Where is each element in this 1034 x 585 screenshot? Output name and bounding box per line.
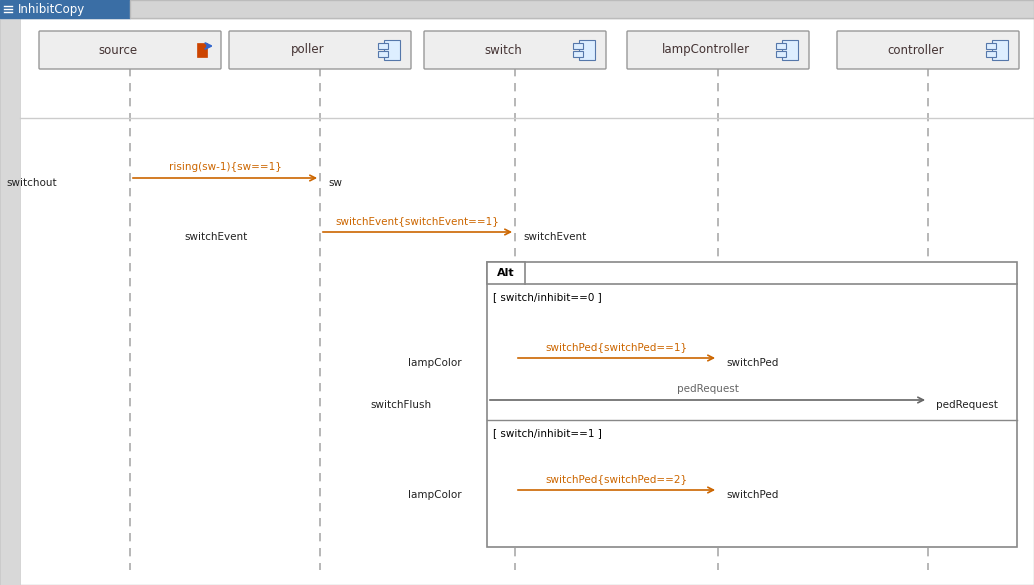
Text: switchout: switchout xyxy=(6,178,57,188)
FancyBboxPatch shape xyxy=(0,0,130,18)
FancyBboxPatch shape xyxy=(573,51,583,57)
FancyBboxPatch shape xyxy=(986,51,996,57)
FancyBboxPatch shape xyxy=(229,31,410,69)
FancyBboxPatch shape xyxy=(992,40,1008,60)
Text: Alt: Alt xyxy=(497,268,515,278)
FancyBboxPatch shape xyxy=(776,51,786,57)
Text: poller: poller xyxy=(292,43,325,57)
FancyBboxPatch shape xyxy=(378,51,388,57)
FancyBboxPatch shape xyxy=(573,43,583,49)
Text: switchEvent{switchEvent==1}: switchEvent{switchEvent==1} xyxy=(336,216,499,226)
Text: switchPed: switchPed xyxy=(726,490,779,500)
Text: pedRequest: pedRequest xyxy=(936,400,998,410)
Text: lampColor: lampColor xyxy=(408,358,462,368)
FancyBboxPatch shape xyxy=(0,18,20,585)
Text: switch: switch xyxy=(484,43,522,57)
FancyBboxPatch shape xyxy=(627,31,809,69)
Text: InhibitCopy: InhibitCopy xyxy=(18,2,85,15)
FancyBboxPatch shape xyxy=(487,262,1017,547)
FancyBboxPatch shape xyxy=(197,43,207,57)
FancyBboxPatch shape xyxy=(384,40,400,60)
Text: switchFlush: switchFlush xyxy=(371,400,432,410)
Text: [ switch/inhibit==0 ]: [ switch/inhibit==0 ] xyxy=(493,292,602,302)
FancyBboxPatch shape xyxy=(39,31,221,69)
Text: switchPed{switchPed==1}: switchPed{switchPed==1} xyxy=(546,342,688,352)
Text: switchPed: switchPed xyxy=(726,358,779,368)
Text: [ switch/inhibit==1 ]: [ switch/inhibit==1 ] xyxy=(493,428,602,438)
Text: lampController: lampController xyxy=(662,43,750,57)
Text: switchEvent: switchEvent xyxy=(523,232,586,242)
Text: controller: controller xyxy=(887,43,944,57)
Text: lampColor: lampColor xyxy=(408,490,462,500)
FancyBboxPatch shape xyxy=(0,18,1034,585)
FancyBboxPatch shape xyxy=(579,40,595,60)
Text: source: source xyxy=(98,43,138,57)
Text: rising(sw-1){sw==1}: rising(sw-1){sw==1} xyxy=(169,162,281,172)
Text: switchPed{switchPed==2}: switchPed{switchPed==2} xyxy=(546,474,688,484)
FancyBboxPatch shape xyxy=(130,0,1034,18)
FancyBboxPatch shape xyxy=(776,43,786,49)
FancyBboxPatch shape xyxy=(378,43,388,49)
FancyBboxPatch shape xyxy=(487,262,525,284)
FancyBboxPatch shape xyxy=(782,40,798,60)
FancyBboxPatch shape xyxy=(424,31,606,69)
FancyBboxPatch shape xyxy=(986,43,996,49)
Text: sw: sw xyxy=(328,178,342,188)
FancyBboxPatch shape xyxy=(837,31,1018,69)
Text: switchEvent: switchEvent xyxy=(185,232,248,242)
Text: pedRequest: pedRequest xyxy=(676,384,738,394)
